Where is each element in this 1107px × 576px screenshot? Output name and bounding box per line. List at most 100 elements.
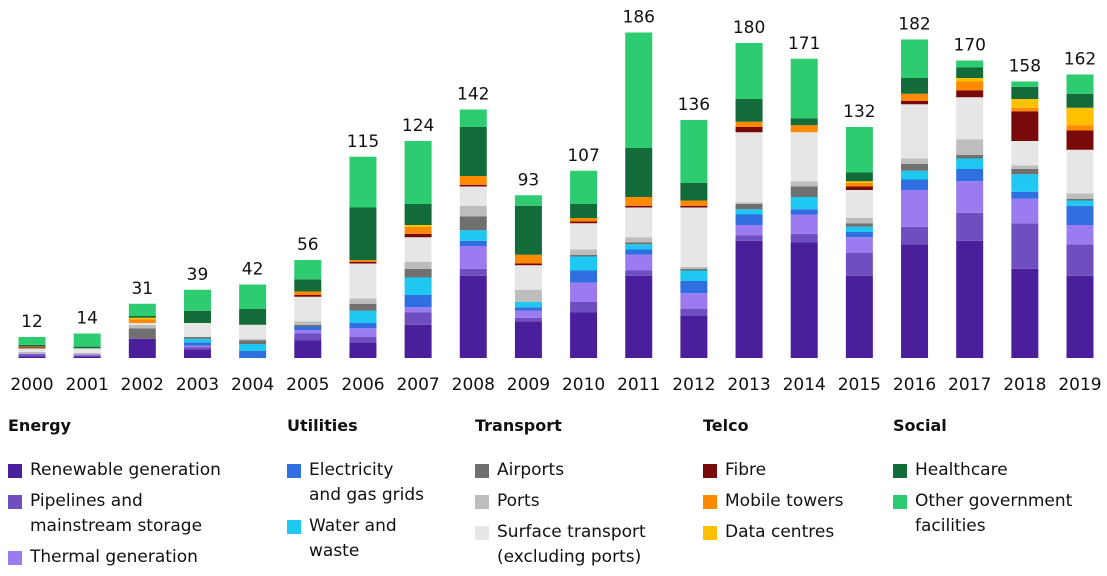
bar-segment bbox=[183, 349, 211, 358]
bar-segment bbox=[956, 81, 984, 91]
bar-segment bbox=[514, 310, 542, 318]
bar-segment bbox=[901, 179, 929, 190]
legend-swatch bbox=[8, 551, 22, 565]
bar-segment bbox=[183, 289, 211, 311]
bar-segment bbox=[735, 127, 763, 133]
bar-segment bbox=[459, 268, 487, 276]
total-label: 162 bbox=[1064, 50, 1096, 70]
bar-segment bbox=[128, 338, 156, 358]
bar-segment bbox=[349, 260, 377, 262]
bar-segment bbox=[514, 321, 542, 358]
bar-segment bbox=[183, 347, 211, 350]
legend-swatch bbox=[703, 495, 717, 509]
bar-segment bbox=[1066, 125, 1094, 131]
total-label: 158 bbox=[1009, 57, 1041, 77]
bar-segment bbox=[625, 205, 653, 208]
legend-label: Pipelines and mainstream storage bbox=[30, 491, 203, 536]
bar-segment bbox=[680, 309, 708, 316]
x-tick-label: 2006 bbox=[341, 375, 384, 395]
legend-swatch bbox=[8, 464, 22, 478]
bar-segment bbox=[1066, 193, 1094, 199]
x-tick-label: 2015 bbox=[838, 375, 881, 395]
bar-segment bbox=[735, 209, 763, 215]
bar-segment bbox=[790, 58, 818, 119]
bar-segment bbox=[349, 337, 377, 343]
bar-segment bbox=[459, 176, 487, 185]
bar-segment bbox=[404, 204, 432, 225]
bar-segment bbox=[570, 223, 598, 250]
bar-segment bbox=[956, 181, 984, 213]
bar-segment bbox=[18, 344, 46, 347]
bar-segment bbox=[845, 181, 873, 183]
bar-segment bbox=[956, 139, 984, 155]
bar-segment bbox=[1011, 191, 1039, 199]
bar-segment bbox=[680, 281, 708, 294]
x-tick-label: 2003 bbox=[176, 375, 219, 395]
bar-segment bbox=[570, 218, 598, 222]
bar-segment bbox=[845, 172, 873, 182]
bar-segment bbox=[404, 261, 432, 269]
bar-segment bbox=[956, 78, 984, 82]
bar-segment bbox=[294, 330, 322, 334]
bar-segment bbox=[128, 317, 156, 320]
total-label: 107 bbox=[567, 146, 599, 166]
legend-item: Pipelines and mainstream storage bbox=[8, 489, 223, 539]
bar-segment bbox=[404, 237, 432, 262]
bar-segment bbox=[1066, 149, 1094, 194]
bar-segment bbox=[735, 202, 763, 204]
bar-segment bbox=[459, 109, 487, 127]
bar-segment bbox=[1011, 111, 1039, 141]
bar-segment bbox=[239, 340, 267, 344]
bar-segment bbox=[956, 60, 984, 68]
legend-group-title: Telco bbox=[703, 416, 749, 435]
bar-segment bbox=[845, 226, 873, 232]
x-tick-label: 2005 bbox=[286, 375, 329, 395]
legend-group: Utilities Electricity and gas grids Water … bbox=[287, 413, 427, 570]
bar-segment bbox=[625, 237, 653, 243]
bar-segment bbox=[845, 253, 873, 276]
total-label: 39 bbox=[187, 265, 209, 285]
bar-segment bbox=[1066, 198, 1094, 201]
legend-label: Fibre bbox=[725, 460, 767, 480]
bar-segment bbox=[1066, 74, 1094, 94]
x-tick-label: 2018 bbox=[1003, 375, 1046, 395]
legend-label: Surface transport (excluding ports) bbox=[497, 522, 646, 567]
bar-segment bbox=[735, 132, 763, 203]
x-tick-label: 2004 bbox=[231, 375, 274, 395]
bar-segment bbox=[294, 296, 322, 322]
legend-item: Renewable generation bbox=[8, 458, 223, 483]
legend-item: Data centres bbox=[703, 520, 873, 545]
legend-swatch bbox=[287, 464, 301, 478]
bar-segment bbox=[845, 237, 873, 253]
legend-label: Other government facilities bbox=[915, 491, 1073, 536]
bar-segment bbox=[18, 356, 46, 358]
bar-segment bbox=[625, 148, 653, 197]
bar-segment bbox=[790, 209, 818, 215]
legend-item: Mobile towers bbox=[703, 489, 873, 514]
bar-segment bbox=[680, 183, 708, 201]
bar-segment bbox=[1066, 244, 1094, 276]
bar-segment bbox=[294, 260, 322, 280]
bar-segment bbox=[570, 270, 598, 283]
bar-segment bbox=[404, 295, 432, 308]
bar-segment bbox=[1066, 93, 1094, 108]
bar-segment bbox=[625, 254, 653, 271]
x-tick-label: 2017 bbox=[948, 375, 991, 395]
bar-segment bbox=[680, 207, 708, 267]
x-tick-label: 2010 bbox=[562, 375, 605, 395]
bar-segment bbox=[790, 186, 818, 197]
legend-item: Water and waste bbox=[287, 514, 427, 564]
bar-segment bbox=[514, 263, 542, 266]
legend-label: Renewable generation bbox=[30, 460, 221, 480]
bar-segment bbox=[735, 240, 763, 358]
bar-segment bbox=[1011, 99, 1039, 108]
legend-group-title: Transport bbox=[475, 416, 562, 435]
bar-segment bbox=[294, 324, 322, 327]
bar-segment bbox=[128, 319, 156, 323]
bar-segment bbox=[845, 127, 873, 173]
bar-segment bbox=[349, 303, 377, 311]
bar-segment bbox=[901, 93, 929, 101]
legend-swatch bbox=[703, 464, 717, 478]
bar-segment bbox=[18, 353, 46, 355]
